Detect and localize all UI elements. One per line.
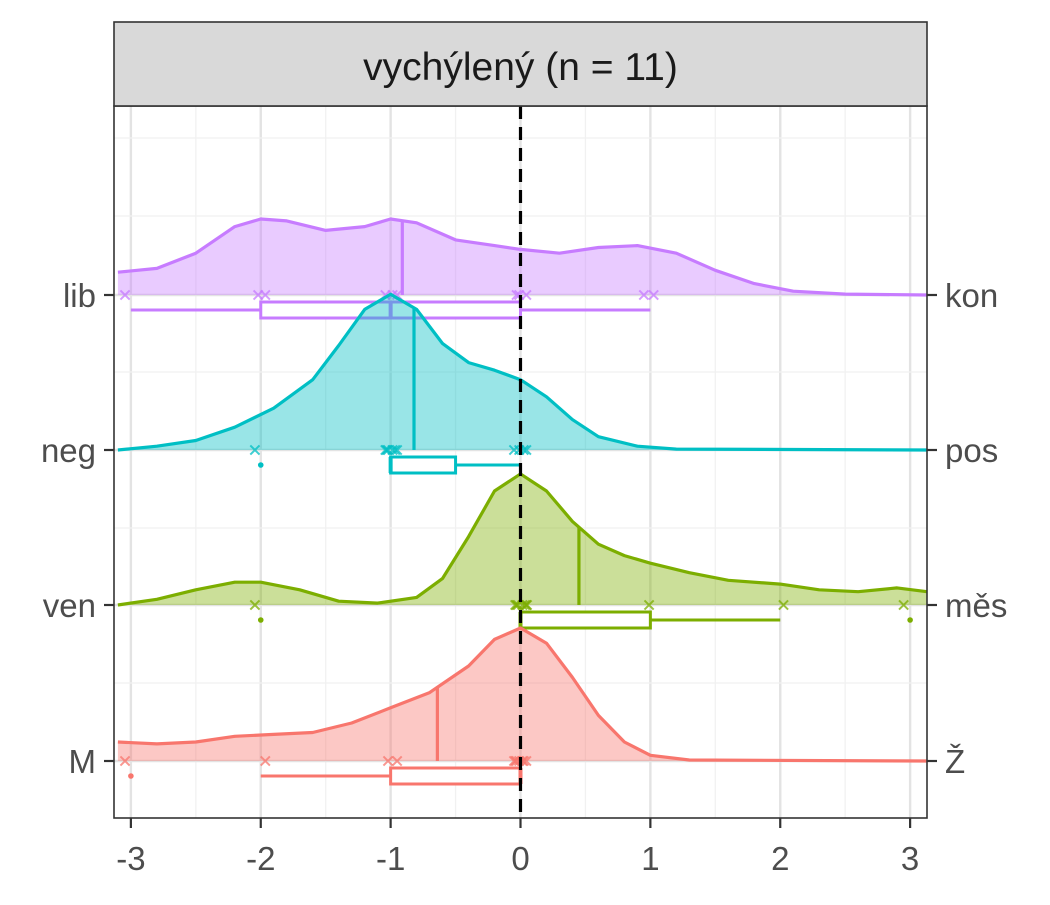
box-iqr — [519, 610, 652, 630]
data-point — [249, 599, 261, 611]
data-point — [898, 599, 909, 611]
density-curve — [117, 626, 928, 763]
data-point — [778, 599, 789, 611]
data-point — [638, 289, 650, 301]
facet-title: vychýlený (n = 11) — [363, 46, 678, 89]
data-point — [521, 599, 532, 611]
outlier-point — [907, 617, 913, 623]
data-point — [648, 289, 659, 301]
series-M — [117, 626, 928, 786]
density-area — [117, 473, 927, 605]
y-label-right: kon — [945, 277, 998, 314]
x-tick-label: 3 — [901, 840, 919, 877]
x-tick-label: -1 — [376, 840, 405, 877]
point-stroke — [252, 289, 264, 301]
y-label-left: lib — [63, 277, 96, 314]
y-label-left: ven — [43, 587, 96, 624]
point-stroke — [521, 599, 532, 611]
point-stroke — [508, 444, 520, 456]
point-stroke — [382, 755, 394, 767]
outlier-point — [257, 617, 264, 623]
point-stroke — [778, 599, 789, 611]
data-point — [119, 289, 131, 301]
density-area — [117, 628, 927, 761]
data-point — [643, 599, 655, 611]
point-stroke — [648, 289, 659, 301]
data-point — [259, 755, 271, 767]
point-stroke — [119, 755, 131, 767]
x-tick-label: -2 — [246, 840, 275, 877]
series-neg — [117, 292, 928, 475]
density-area — [117, 219, 927, 295]
data-point — [391, 444, 403, 456]
y-label-right: měs — [945, 587, 1007, 624]
x-tick-label: 2 — [771, 840, 789, 877]
data-point — [249, 444, 261, 456]
point-stroke — [391, 444, 403, 456]
density-area — [117, 294, 927, 450]
point-stroke — [119, 289, 131, 301]
x-tick-label: -3 — [116, 840, 145, 877]
box-iqr — [389, 455, 458, 475]
series-lib — [117, 217, 928, 320]
data-point — [508, 444, 520, 456]
y-label-left: M — [69, 743, 97, 780]
y-label-left: neg — [41, 432, 96, 469]
data-point — [382, 755, 394, 767]
series-layer — [117, 217, 928, 786]
density-curve — [117, 217, 928, 297]
facet-strip — [113, 21, 928, 107]
data-point — [252, 289, 264, 301]
y-label-right: Ž — [945, 743, 965, 780]
point-stroke — [643, 599, 655, 611]
point-stroke — [249, 444, 261, 456]
x-tick-label: 0 — [511, 840, 529, 877]
outlier-point — [128, 773, 134, 779]
point-stroke — [638, 289, 650, 301]
point-stroke — [391, 755, 403, 767]
data-point — [391, 755, 403, 767]
x-tick-label: 1 — [641, 840, 659, 877]
data-point — [381, 444, 393, 456]
point-stroke — [511, 289, 522, 301]
point-stroke — [381, 444, 393, 456]
point-stroke — [259, 755, 271, 767]
box-iqr — [389, 766, 523, 786]
outlier-point — [257, 462, 264, 468]
density-curve — [117, 292, 928, 452]
point-stroke — [249, 599, 261, 611]
data-point — [508, 755, 520, 767]
point-stroke — [508, 755, 520, 767]
data-point — [119, 755, 131, 767]
point-stroke — [898, 599, 909, 611]
y-label-right: pos — [945, 432, 998, 469]
